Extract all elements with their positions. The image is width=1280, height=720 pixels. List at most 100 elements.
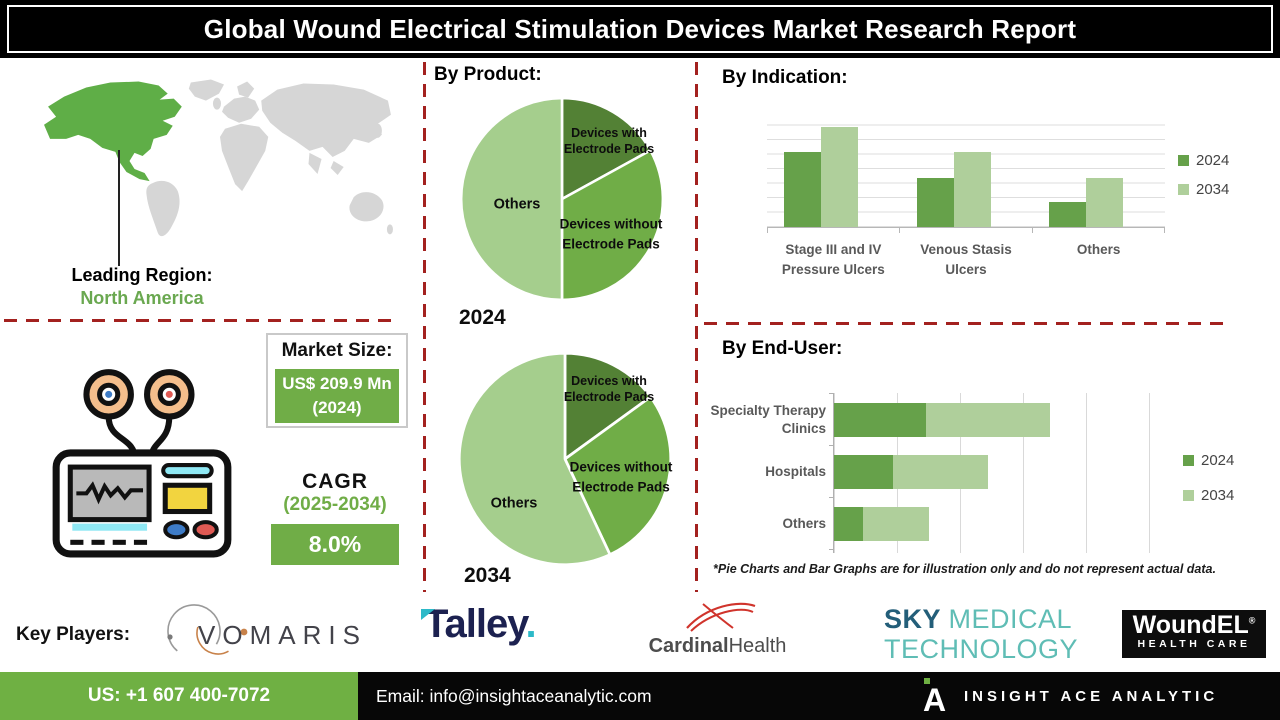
device-panel xyxy=(162,482,213,515)
woundel-wordmark: WoundEL xyxy=(1132,611,1249,639)
axis-tick xyxy=(1032,228,1033,233)
email-address: Email: info@insightaceanalytic.com xyxy=(376,685,652,706)
map-greenland xyxy=(188,79,225,101)
cardinal-wordmark-light: Health xyxy=(728,635,787,657)
pie-slice-2024-1 xyxy=(560,149,665,302)
leading-region-value: North America xyxy=(80,287,204,308)
logo-green-square xyxy=(924,678,930,684)
brand-block: A INSIGHT ACE ANALYTIC xyxy=(922,672,1218,720)
cagr-period: (2025-2034) xyxy=(283,494,387,515)
pie-slice-2024-0 xyxy=(560,96,652,201)
legend-item-2024: 2024 xyxy=(1178,152,1229,169)
pie-slice-label: Devices with Electrode Pads xyxy=(563,373,655,404)
segment-2034 xyxy=(863,507,929,541)
sky-wordmark: SKY xyxy=(884,604,949,634)
bar-group xyxy=(900,112,1033,227)
pie-slice-label: Devices with Electrode Pads xyxy=(563,125,655,156)
map-scandinavia xyxy=(237,81,255,98)
category-label: Others xyxy=(782,515,826,531)
legend-swatch-2024 xyxy=(1183,455,1194,466)
sky-medical-wordmark: MEDICAL xyxy=(948,604,1073,634)
legend-item-2034: 2034 xyxy=(1183,487,1234,504)
market-size-label: Market Size: xyxy=(281,340,393,361)
stacked-bar xyxy=(834,507,929,541)
talley-dot: . xyxy=(525,602,536,646)
cagr-block: CAGR (2025-2034) 8.0% xyxy=(262,470,408,565)
map-africa xyxy=(219,123,269,192)
registered-mark: ® xyxy=(1248,615,1256,626)
segment-2034 xyxy=(925,403,1050,437)
stacked-bar xyxy=(834,403,1050,437)
disclaimer-footnote: *Pie Charts and Bar Graphs are for illus… xyxy=(713,562,1216,576)
map-callout-line xyxy=(118,150,120,266)
category-label: Venous Stasis Ulcers xyxy=(920,242,1012,278)
bar-2024 xyxy=(1049,201,1087,227)
talley-logo: Talley. xyxy=(421,602,537,647)
map-uk xyxy=(212,97,221,110)
map-australia xyxy=(349,192,384,222)
pie-slice-label: Others xyxy=(490,495,538,512)
map-india xyxy=(308,152,322,175)
pie-slice-2034-0 xyxy=(563,351,652,461)
brand-name: INSIGHT ACE ANALYTIC xyxy=(964,687,1219,705)
phone-number: US: +1 607 400-7072 xyxy=(0,672,358,720)
horizontal-dashed-divider xyxy=(704,322,1230,325)
cardinal-health-swoosh xyxy=(685,602,755,632)
device-vents xyxy=(70,539,148,545)
footer-bar: US: +1 607 400-7072 Email: info@insighta… xyxy=(0,672,1280,720)
category-label: Others xyxy=(1076,242,1121,257)
pie-year-label: 2034 xyxy=(464,564,511,587)
stimulation-device-illustration xyxy=(52,369,232,558)
bar-group xyxy=(1032,112,1165,227)
pie-slice-label: Others xyxy=(493,196,541,213)
axis-tick xyxy=(829,445,833,446)
market-size-value: US$ 209.9 Mn (2024) xyxy=(275,369,399,423)
sky-technology-wordmark: TECHNOLOGY xyxy=(884,634,1079,665)
by-indication-heading: By Indication: xyxy=(722,67,848,88)
indication-legend: 2024 2034 xyxy=(1178,152,1229,198)
world-map xyxy=(44,79,393,237)
vomaris-logo: VOMARIS xyxy=(156,600,361,664)
legend-label: 2034 xyxy=(1201,487,1235,504)
pie-slice-2024-2 xyxy=(459,96,564,302)
cardinal-wordmark-bold: Cardinal xyxy=(648,635,729,657)
legend-item-2024: 2024 xyxy=(1183,452,1234,469)
bar-2034 xyxy=(1086,177,1124,227)
screen-strip xyxy=(72,523,148,531)
map-japan xyxy=(373,123,382,138)
woundel-subtitle: HEALTH CARE xyxy=(1137,638,1251,651)
axis-tick xyxy=(767,228,768,233)
indication-bar-chart xyxy=(767,112,1165,228)
legend-label: 2034 xyxy=(1196,181,1230,198)
svg-text:A: A xyxy=(923,682,946,715)
sky-medical-logo: SKY MEDICAL TECHNOLOGY xyxy=(884,604,1078,664)
category-label: Specialty Therapy Clinics xyxy=(710,402,826,436)
map-asia xyxy=(261,83,391,157)
map-europe xyxy=(222,96,260,123)
by-end-user-heading: By End-User: xyxy=(722,338,843,359)
bar-2034 xyxy=(821,126,858,227)
axis-tick xyxy=(829,393,833,394)
pie-slice-2034-1 xyxy=(563,395,673,557)
stacked-bar xyxy=(834,455,988,489)
pie-slice-label: Devices without Electrode Pads xyxy=(569,459,673,494)
key-players-strip: Key Players: VOMARIS Talley. CardinalH xyxy=(0,594,1280,672)
key-players-label: Key Players: xyxy=(16,624,131,645)
vomaris-logo-arcs xyxy=(167,604,248,658)
cagr-value: 8.0% xyxy=(271,524,399,565)
vertical-dashed-divider xyxy=(695,62,698,592)
waveform xyxy=(76,481,144,505)
legend-swatch-2034 xyxy=(1183,490,1194,501)
electrode-left-dot xyxy=(105,390,113,398)
segment-2024 xyxy=(834,455,893,489)
legend-label: 2024 xyxy=(1201,452,1235,469)
bar-2024 xyxy=(784,152,821,227)
leading-region-title: Leading Region: xyxy=(71,265,213,285)
map-southeast-asia xyxy=(330,160,344,176)
end-user-legend: 2024 2034 xyxy=(1183,452,1234,504)
map-south-america xyxy=(146,180,180,237)
pie-slice-label: Devices without Electrode Pads xyxy=(559,216,663,251)
electrode-right-dot xyxy=(165,390,173,398)
end-user-category-labels: Specialty Therapy Clinics Hospitals Others xyxy=(698,393,826,553)
